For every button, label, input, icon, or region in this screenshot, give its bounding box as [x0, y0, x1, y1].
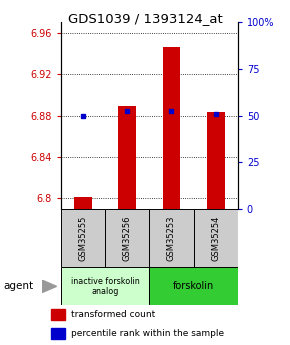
Text: inactive forskolin
analog: inactive forskolin analog: [71, 277, 139, 296]
Bar: [207, 112, 224, 209]
Text: percentile rank within the sample: percentile rank within the sample: [71, 329, 224, 338]
Bar: [50, 309, 65, 320]
Bar: [149, 209, 193, 267]
Bar: [50, 328, 65, 339]
Bar: [149, 267, 238, 305]
Text: agent: agent: [3, 282, 33, 291]
Bar: [118, 106, 136, 209]
Text: GSM35255: GSM35255: [79, 215, 88, 261]
Text: GSM35254: GSM35254: [211, 215, 220, 261]
Bar: [61, 267, 149, 305]
Bar: [61, 209, 105, 267]
Bar: [74, 197, 92, 209]
Bar: [194, 209, 238, 267]
Bar: [163, 47, 180, 209]
Bar: [105, 209, 149, 267]
Text: GSM35253: GSM35253: [167, 215, 176, 261]
Polygon shape: [42, 280, 57, 293]
Text: GSM35256: GSM35256: [123, 215, 132, 261]
Text: forskolin: forskolin: [173, 282, 214, 291]
Text: GDS1039 / 1393124_at: GDS1039 / 1393124_at: [68, 12, 222, 25]
Text: transformed count: transformed count: [71, 310, 155, 319]
